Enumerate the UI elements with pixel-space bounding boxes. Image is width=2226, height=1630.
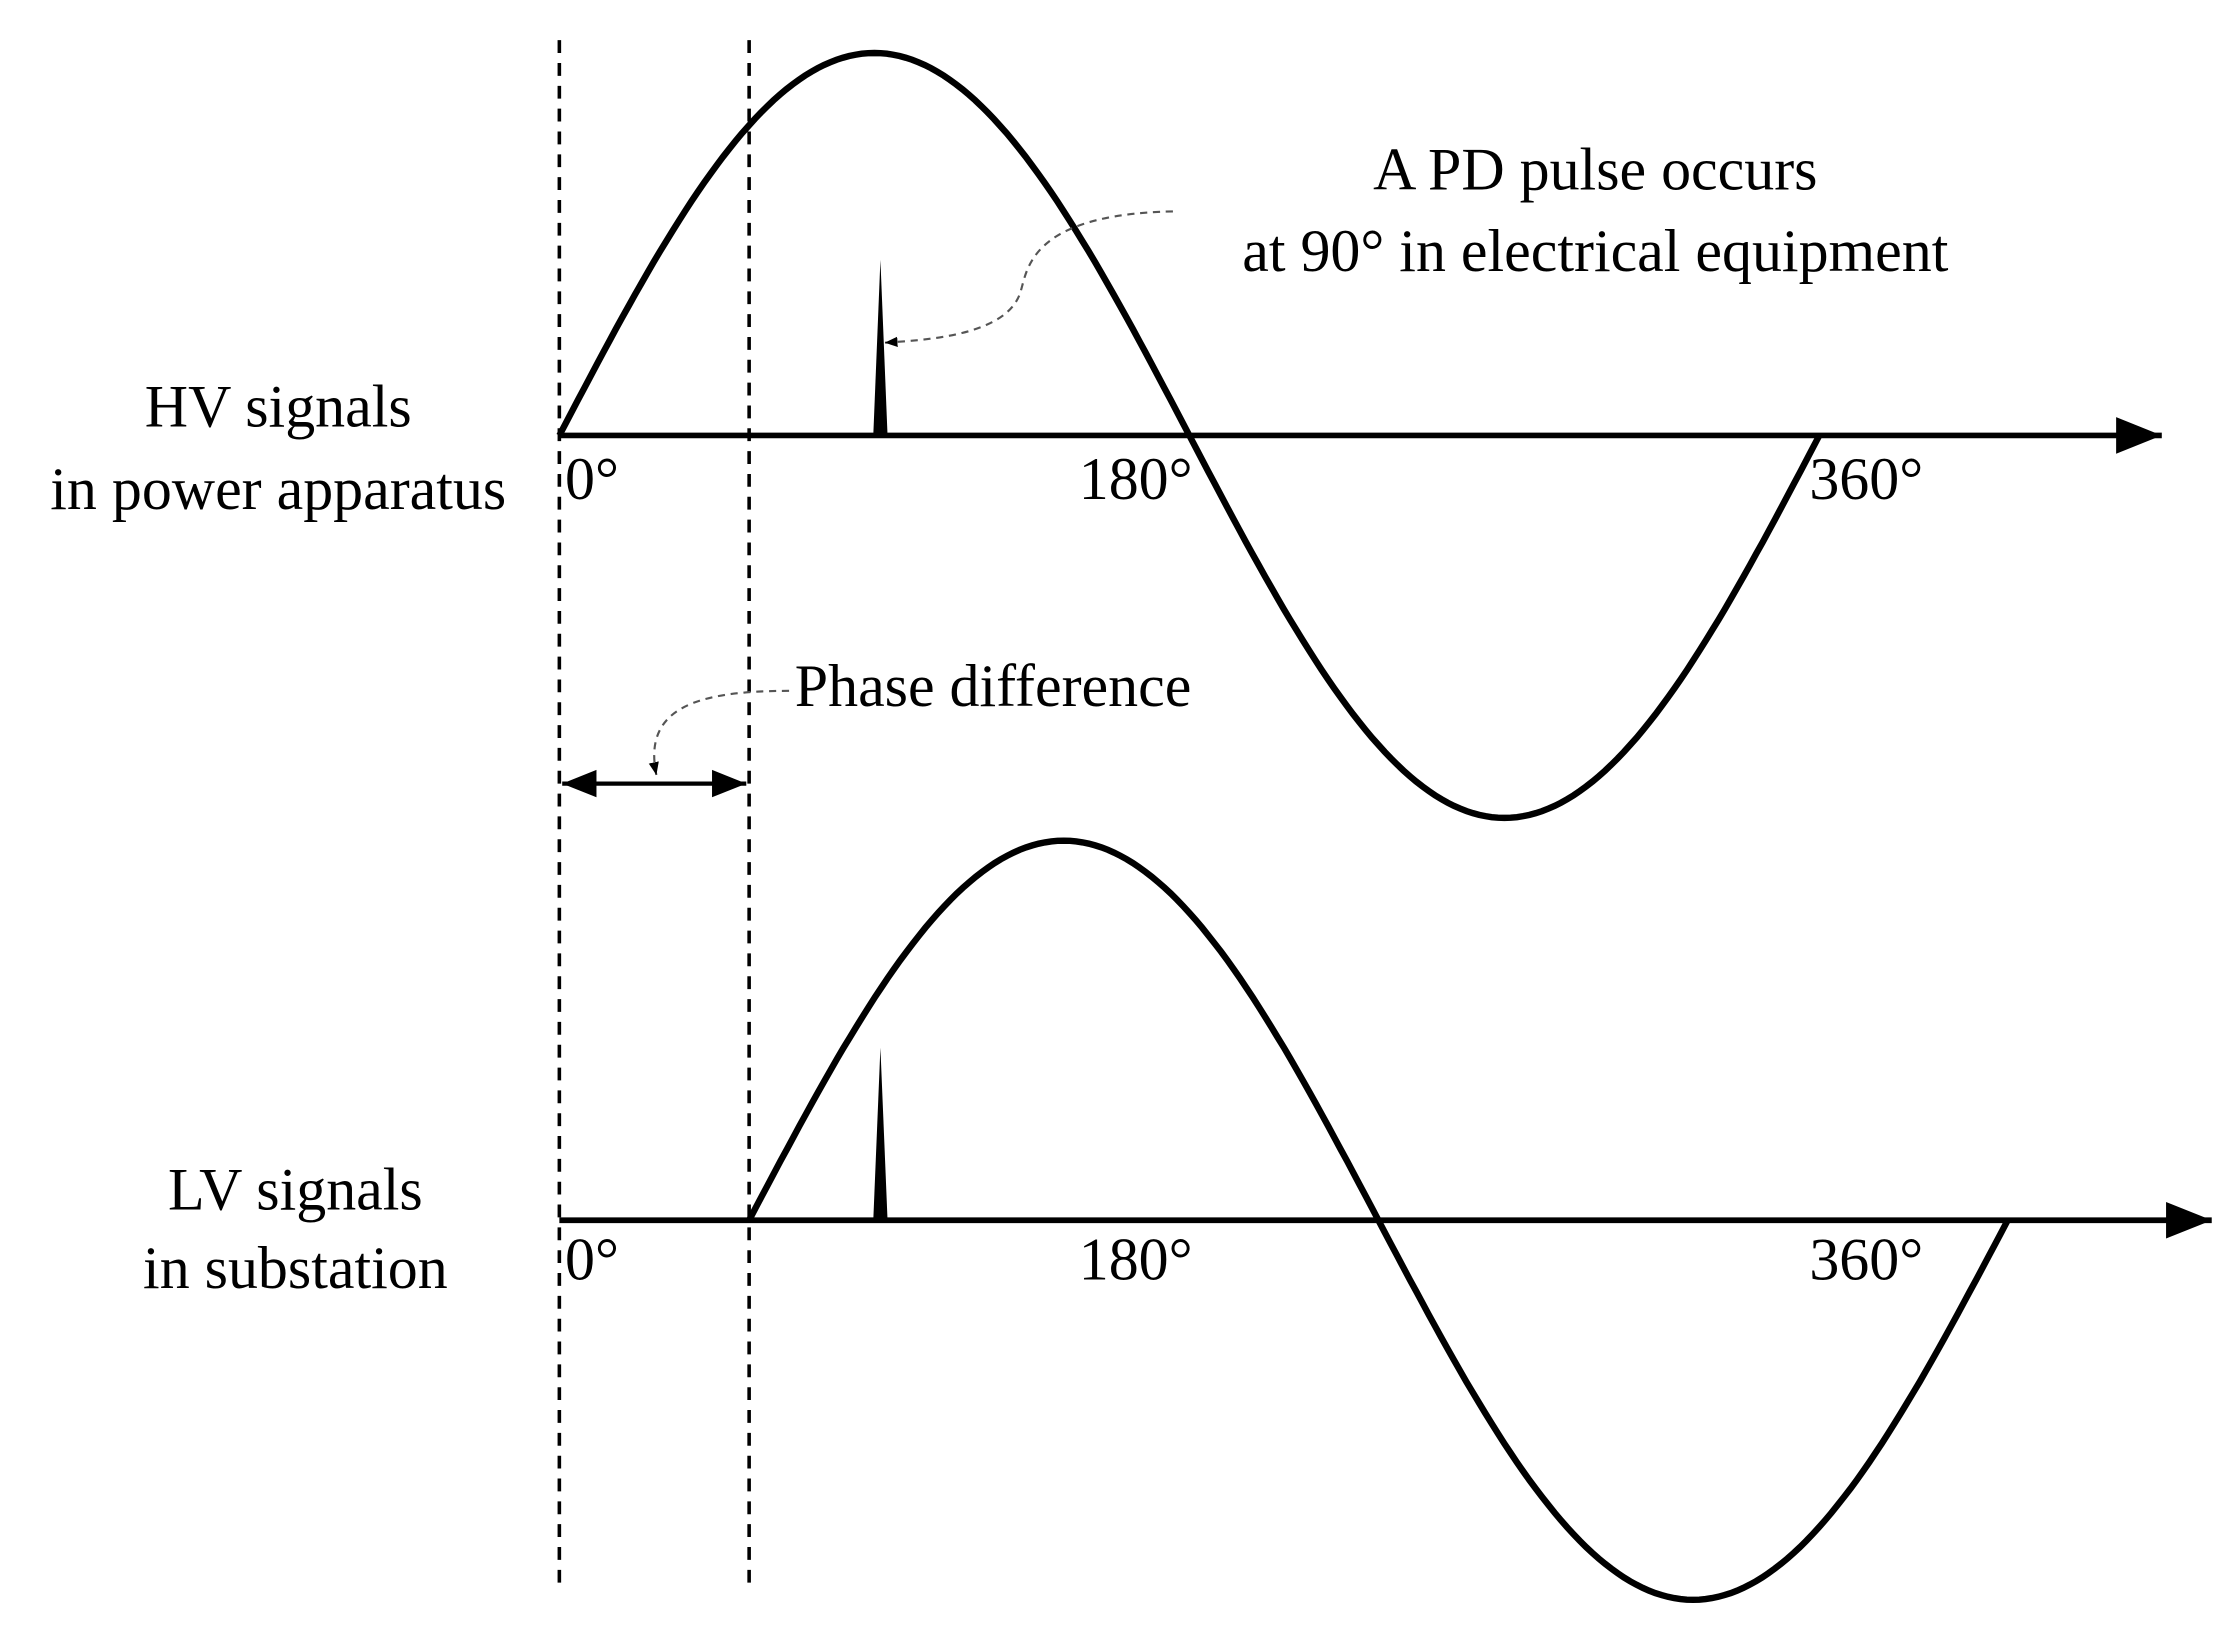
tick-label: 360°: [1809, 1227, 1923, 1293]
leader-arrow: [648, 689, 790, 776]
tick-label: 180°: [1079, 1227, 1193, 1293]
tick-label: 360°: [1809, 446, 1923, 512]
leader-arrow: [884, 210, 1173, 347]
tick-label: 0°: [565, 446, 619, 512]
tick-label: 180°: [1079, 446, 1193, 512]
hv-pd-pulse: [873, 259, 888, 436]
hv-wave: [556, 49, 1823, 822]
annotation: Phase difference: [795, 653, 1192, 719]
annotation: at 90° in electrical equipment: [1242, 218, 1948, 284]
lv-pd-pulse: [873, 1047, 888, 1221]
hv-label: in power apparatus: [50, 456, 506, 522]
annotation: A PD pulse occurs: [1373, 136, 1817, 202]
lv-label: LV signals: [168, 1157, 423, 1223]
lv-wave: [746, 837, 2011, 1604]
hv-label: HV signals: [145, 373, 412, 439]
tick-label: 0°: [565, 1227, 619, 1293]
lv-label: in substation: [143, 1235, 448, 1301]
